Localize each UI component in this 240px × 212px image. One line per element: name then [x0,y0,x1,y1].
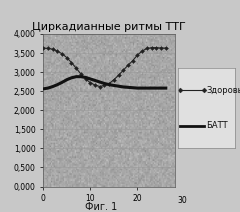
Здоровье [79,73,82,75]
БАТТ [61,81,64,84]
БАТТ [164,87,167,89]
БАТТ [113,84,115,87]
БАТТ [136,87,139,89]
Здоровье [103,84,106,87]
Здоровье [47,47,49,50]
Здоровье [136,54,139,56]
Здоровье [56,50,59,52]
Text: БАТТ: БАТТ [206,121,228,130]
Title: Циркадианные ритмы ТТГ: Циркадианные ритмы ТТГ [32,22,186,32]
Здоровье [155,46,158,49]
Здоровье [113,78,115,81]
Здоровье [84,78,87,80]
Здоровье [127,64,130,67]
БАТТ [122,86,125,88]
Здоровье [70,61,73,64]
Здоровье [61,53,64,55]
БАТТ [103,82,106,85]
Здоровье [122,69,125,71]
БАТТ [108,83,111,86]
БАТТ [79,75,82,78]
Здоровье [131,59,134,62]
БАТТ [141,87,144,89]
Здоровье [160,47,162,49]
БАТТ [56,83,59,86]
БАТТ [155,87,158,89]
БАТТ [89,78,92,80]
Здоровье [141,50,144,52]
БАТТ [84,76,87,79]
БАТТ [117,85,120,88]
Text: Здоровье: Здоровье [206,86,240,95]
БАТТ [75,75,78,78]
Здоровье [164,47,167,49]
БАТТ [160,87,162,89]
БАТТ [131,86,134,89]
Здоровье [75,67,78,70]
Line: Здоровье: Здоровье [42,46,167,88]
БАТТ [145,87,148,89]
Здоровье [42,47,45,49]
БАТТ [65,78,68,81]
Text: Фиг. 1: Фиг. 1 [85,202,117,212]
Здоровье [108,82,111,85]
Text: 30: 30 [178,196,187,205]
БАТТ [94,79,96,82]
БАТТ [47,87,49,89]
БАТТ [98,81,101,83]
Здоровье [150,46,153,49]
БАТТ [127,86,130,89]
Здоровье [51,48,54,50]
Здоровье [117,74,120,76]
Здоровье [98,85,101,88]
БАТТ [51,85,54,88]
Здоровье [94,84,96,86]
Line: БАТТ: БАТТ [43,77,166,89]
БАТТ [42,88,45,90]
БАТТ [150,87,153,89]
Здоровье [65,56,68,59]
БАТТ [70,77,73,79]
Здоровье [89,81,92,84]
Здоровье [145,47,148,50]
